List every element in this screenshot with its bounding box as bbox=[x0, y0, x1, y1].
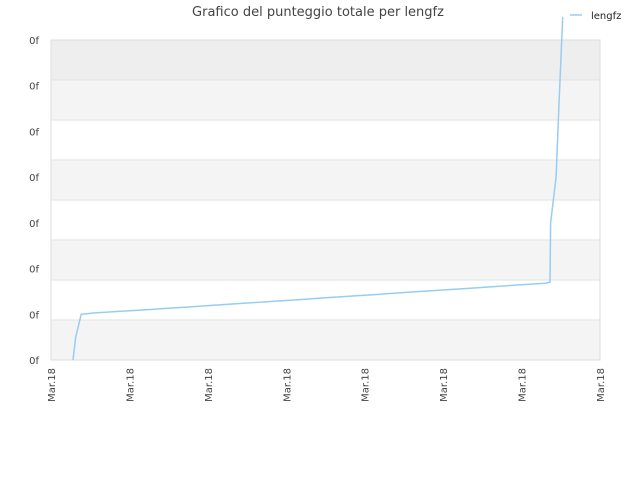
y-tick-label: 0f bbox=[29, 265, 39, 276]
y-tick-label: 0f bbox=[29, 219, 39, 230]
y-axis: 0f 0f 0f 0f 0f 0f 0f 0f bbox=[29, 36, 39, 367]
y-tick-label: 0f bbox=[29, 36, 39, 47]
grid-band bbox=[51, 320, 600, 360]
grid-band bbox=[51, 120, 600, 160]
y-tick-label: 0f bbox=[29, 356, 39, 367]
grid-band bbox=[51, 160, 600, 200]
plot-frame bbox=[50, 39, 601, 361]
chart-title: Grafico del punteggio totale per lengfz bbox=[192, 5, 444, 20]
plot-background bbox=[51, 40, 600, 360]
series-line-lengfz bbox=[72, 17, 564, 361]
grid-band bbox=[51, 240, 600, 280]
grid-band bbox=[51, 280, 600, 320]
x-tick-label: Mar.18 bbox=[596, 368, 607, 402]
grid-band bbox=[51, 200, 600, 240]
grid-band bbox=[51, 40, 600, 80]
y-tick-label: 0f bbox=[29, 310, 39, 321]
x-tick-label: Mar.18 bbox=[204, 368, 215, 402]
x-tick-label: Mar.18 bbox=[361, 368, 372, 402]
x-tick-label: Mar.18 bbox=[282, 368, 293, 402]
x-tick-label: Mar.18 bbox=[47, 368, 58, 402]
x-tick-label: Mar.18 bbox=[518, 368, 529, 402]
legend-label-lengfz: lengfz bbox=[591, 11, 621, 22]
x-tick-label: Mar.18 bbox=[125, 368, 136, 402]
y-tick-label: 0f bbox=[29, 173, 39, 184]
legend: lengfz bbox=[570, 11, 621, 22]
y-tick-label: 0f bbox=[29, 82, 39, 93]
grid-band bbox=[51, 80, 600, 120]
y-tick-label: 0f bbox=[29, 127, 39, 138]
x-axis: Mar.18 Mar.18 Mar.18 Mar.18 Mar.18 Mar.18 Mar.… bbox=[47, 368, 607, 402]
x-tick-label: Mar.18 bbox=[439, 368, 450, 402]
